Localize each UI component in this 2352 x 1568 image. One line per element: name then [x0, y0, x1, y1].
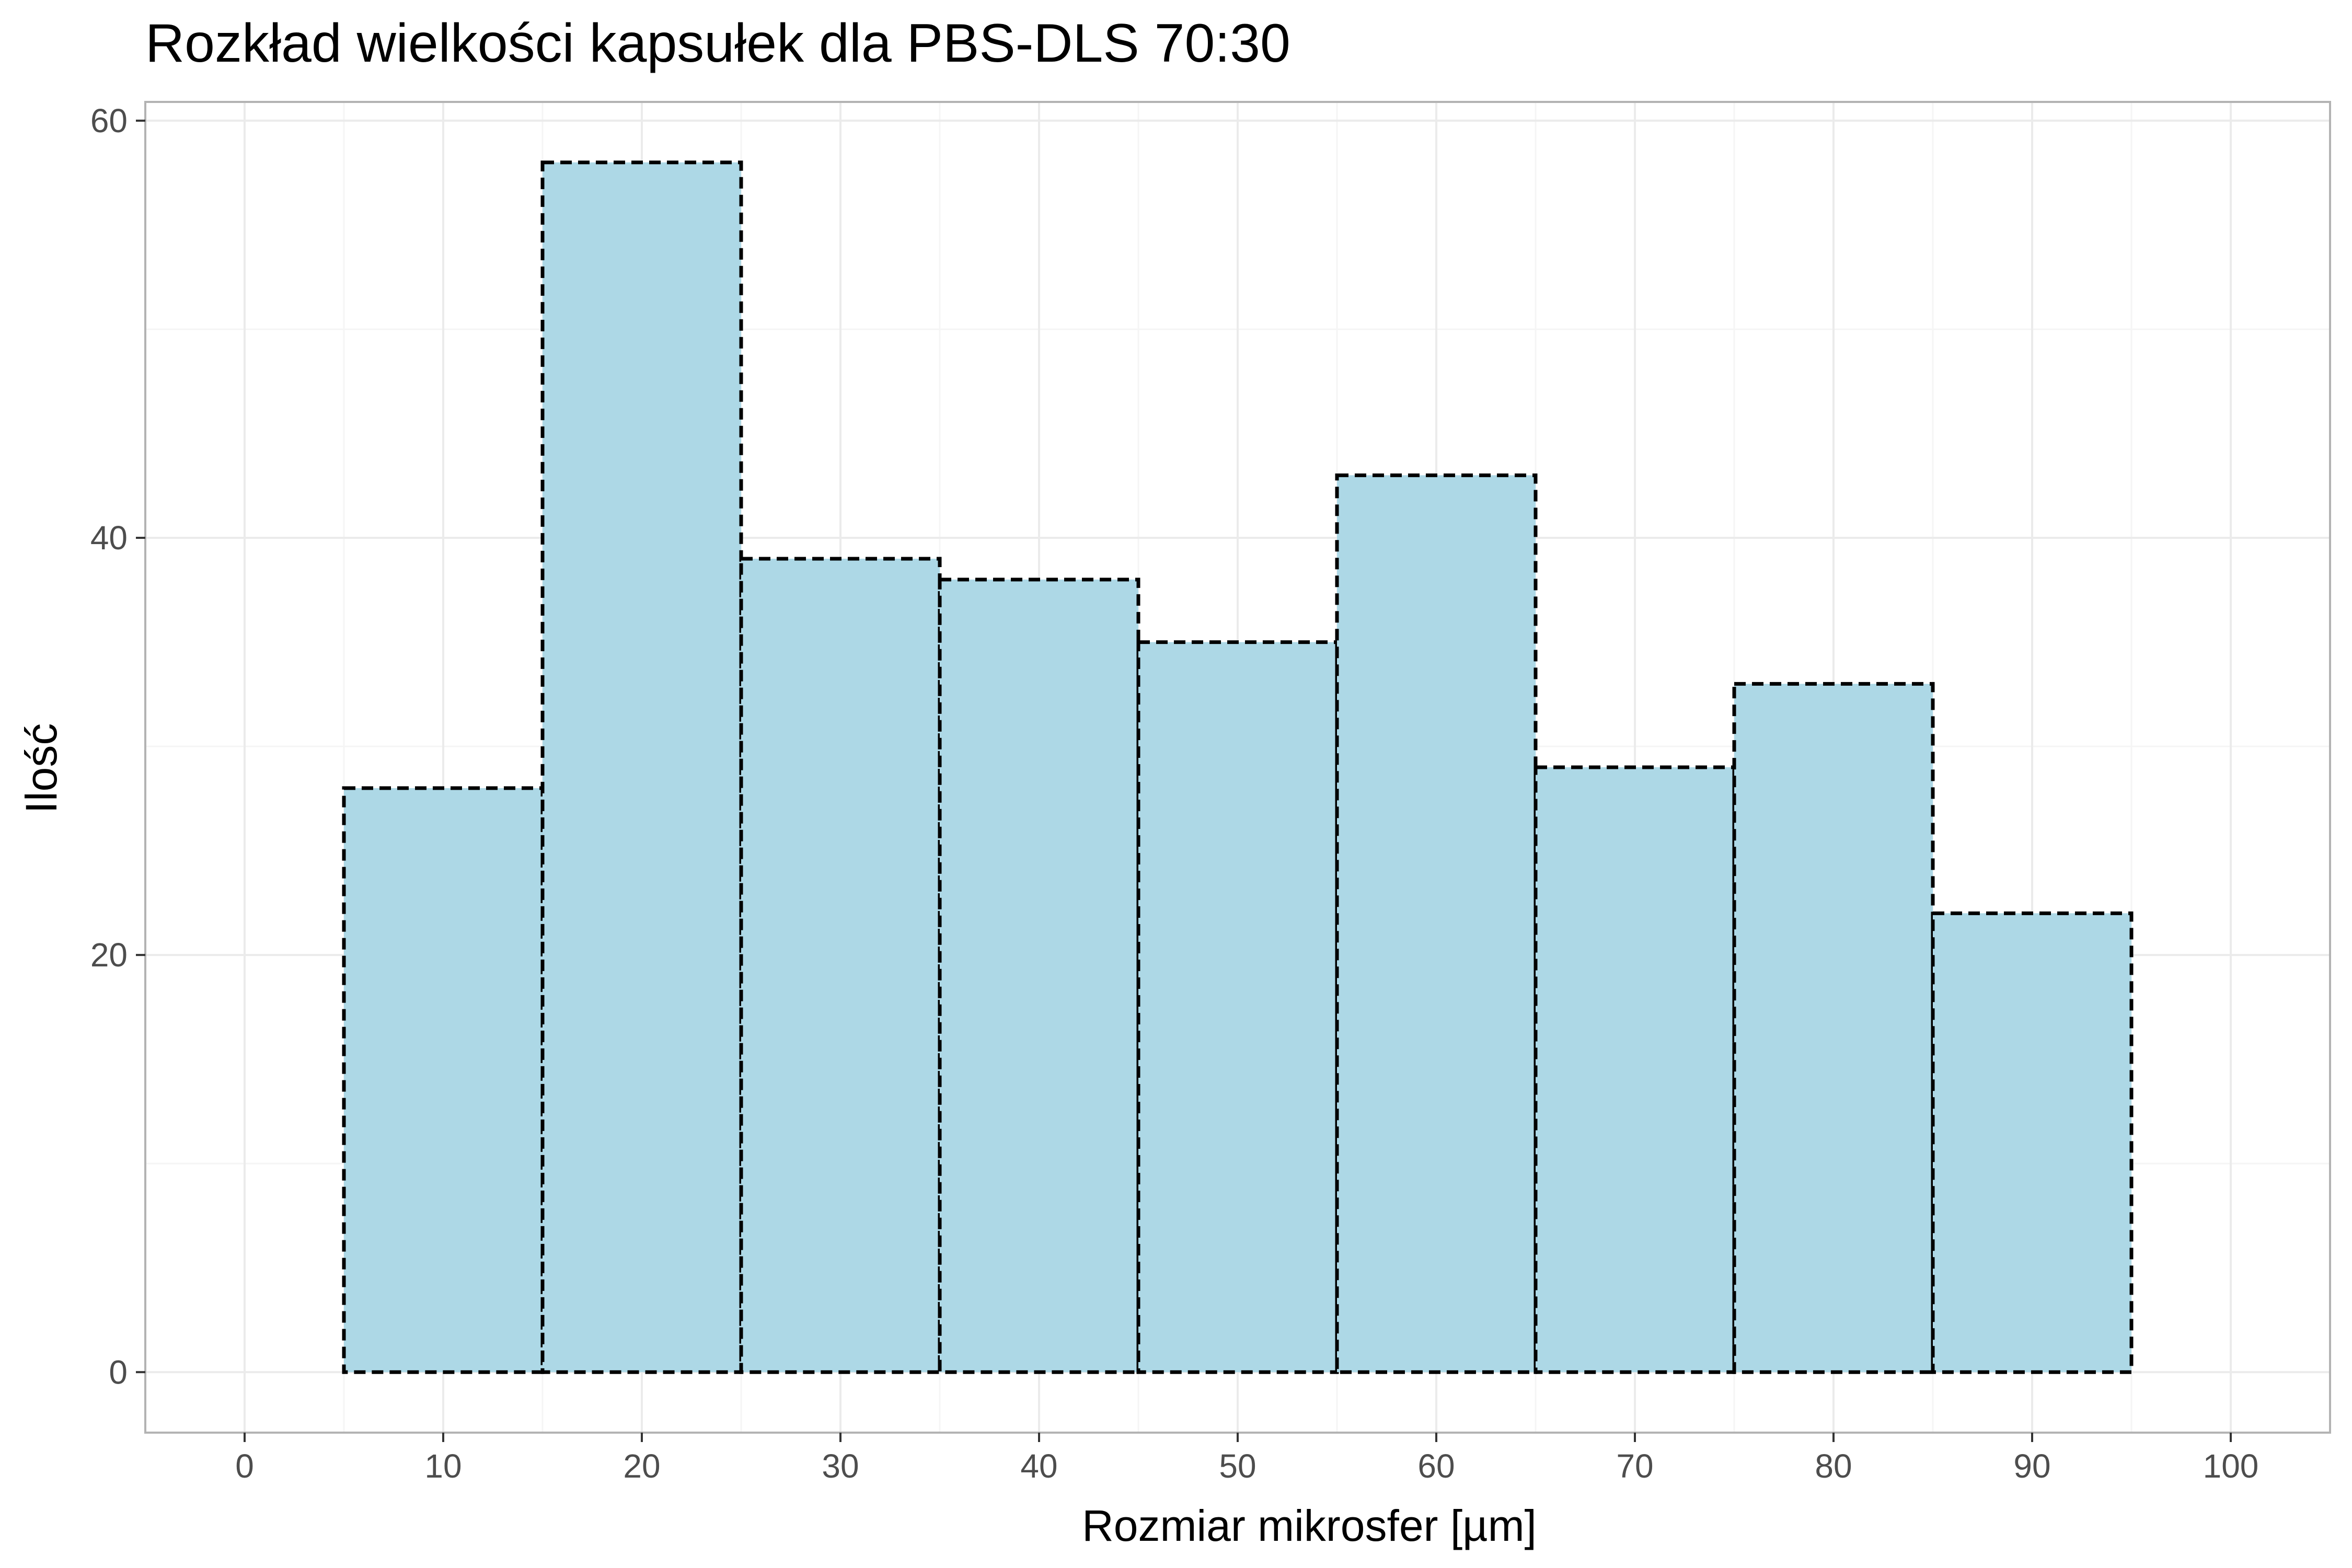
x-tick-label: 0	[235, 1447, 254, 1485]
histogram-bar	[938, 578, 1140, 1374]
x-tick-label: 80	[1815, 1447, 1852, 1485]
histogram-bar	[1732, 682, 1935, 1374]
x-tick-label: 40	[1020, 1447, 1057, 1485]
chart-title: Rozkład wielkości kapsułek dla PBS-DLS 7…	[145, 13, 1290, 74]
histogram-bar	[1136, 640, 1339, 1374]
y-tick-label: 20	[90, 936, 128, 974]
x-tick-label: 60	[1417, 1447, 1455, 1485]
y-tick-label: 0	[109, 1353, 128, 1391]
histogram-bar	[739, 557, 942, 1374]
histogram-bar	[1335, 473, 1538, 1374]
x-tick-label: 50	[1219, 1447, 1256, 1485]
bars-layer	[342, 160, 2134, 1374]
axes-layer: 0 10 20 30 40 50 60 70 80 90 100 0 20 40 60	[90, 101, 2331, 1485]
x-axis-label: Rozmiar mikrosfer [µm]	[1082, 1501, 1537, 1550]
x-tick-label: 30	[822, 1447, 859, 1485]
x-tick-label: 70	[1616, 1447, 1653, 1485]
x-tick-label: 20	[623, 1447, 660, 1485]
histogram-bar	[1931, 911, 2134, 1374]
y-axis-label: Ilość	[17, 723, 66, 814]
y-tick-label: 40	[90, 519, 128, 557]
x-tick-label: 100	[2203, 1447, 2259, 1485]
y-tick-label: 60	[90, 102, 128, 140]
histogram-bar	[540, 160, 743, 1374]
x-tick-label: 90	[2013, 1447, 2050, 1485]
histogram-bar	[342, 786, 545, 1374]
x-tick-label: 10	[424, 1447, 462, 1485]
histogram-bar	[1534, 765, 1736, 1374]
